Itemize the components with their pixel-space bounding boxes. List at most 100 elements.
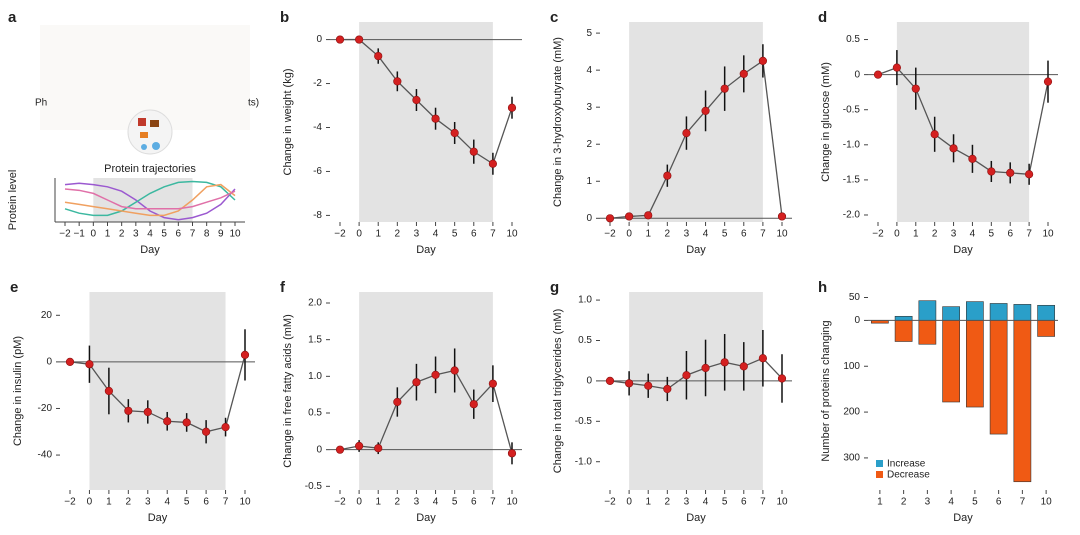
mean-point xyxy=(930,130,939,139)
mean-point xyxy=(469,400,478,409)
mean-point xyxy=(739,69,748,78)
mean-point xyxy=(682,129,691,138)
x-tick-label: 6 xyxy=(996,497,1002,508)
x-tick-label: 10 xyxy=(1042,229,1054,240)
mean-point xyxy=(104,386,113,396)
panel-label: g xyxy=(550,279,559,296)
x-tick-label: 2 xyxy=(119,229,125,240)
x-tick-label: 6 xyxy=(176,229,182,240)
y-tick-label: 0 xyxy=(854,315,860,326)
y-tick-label: 0 xyxy=(586,376,592,387)
y-tick-label: -6 xyxy=(313,166,322,177)
y-axis-label: Change in total triglycerides (mM) xyxy=(552,309,564,473)
y-axis-label: Change in insulin (pM) xyxy=(12,336,24,446)
y-tick-label: 0 xyxy=(46,357,52,368)
y-tick-label: 0 xyxy=(586,213,592,224)
x-tick-label: 3 xyxy=(414,229,420,240)
x-tick-label: −2 xyxy=(334,229,346,240)
mean-point xyxy=(221,423,230,432)
mean-point xyxy=(1043,77,1053,86)
x-axis-label: Day xyxy=(140,244,160,256)
bar xyxy=(1013,320,1032,483)
mean-point xyxy=(202,427,211,436)
x-tick-label: −2 xyxy=(334,497,346,508)
y-tick-label: 1.5 xyxy=(308,334,322,345)
x-tick-label: 0 xyxy=(894,229,900,240)
y-tick-label: 200 xyxy=(843,407,860,418)
mean-point xyxy=(507,449,517,458)
x-tick-label: 3 xyxy=(145,497,151,508)
y-tick-label: 5 xyxy=(586,28,592,39)
y-tick-label: 20 xyxy=(41,310,53,321)
bar xyxy=(966,320,984,408)
x-tick-label: 7 xyxy=(490,497,496,508)
x-tick-label: 8 xyxy=(204,229,210,240)
x-tick-label: −2 xyxy=(604,497,616,508)
legend-swatch xyxy=(876,471,883,478)
y-tick-label: -0.5 xyxy=(575,416,593,427)
mean-point xyxy=(949,144,958,153)
x-tick-label: 2 xyxy=(665,497,671,508)
mean-point xyxy=(85,360,94,369)
mean-point xyxy=(625,212,634,221)
x-tick-label: 4 xyxy=(703,229,709,240)
mean-point xyxy=(335,445,345,454)
y-tick-label: 0.5 xyxy=(308,408,322,419)
y-tick-label: 300 xyxy=(843,453,860,464)
icon-part xyxy=(141,144,147,150)
x-axis-label: Day xyxy=(416,244,436,256)
icon-part xyxy=(138,118,146,126)
y-tick-label: 50 xyxy=(849,292,861,303)
x-tick-label: 0 xyxy=(626,229,632,240)
mean-point xyxy=(644,381,653,390)
mean-point xyxy=(625,379,634,388)
x-tick-label: 5 xyxy=(452,497,458,508)
mean-point xyxy=(393,77,402,86)
x-tick-label: 0 xyxy=(356,229,362,240)
x-tick-label: 7 xyxy=(490,229,496,240)
y-tick-label: -2 xyxy=(313,78,322,89)
x-tick-label: 10 xyxy=(776,229,788,240)
panel-label: b xyxy=(280,9,289,26)
panel-label: h xyxy=(818,279,827,296)
x-tick-label: 6 xyxy=(471,229,477,240)
shaded-period xyxy=(359,22,493,222)
x-tick-label: 7 xyxy=(760,497,766,508)
mean-point xyxy=(987,167,996,176)
x-tick-label: 7 xyxy=(1020,497,1026,508)
mean-line xyxy=(609,59,783,219)
mean-point xyxy=(65,357,75,366)
x-axis-label: Day xyxy=(686,244,706,256)
y-tick-label: 0.5 xyxy=(846,34,860,45)
panel-title: Protein trajectories xyxy=(104,163,196,175)
mean-point xyxy=(374,444,383,453)
x-tick-label: 4 xyxy=(948,497,954,508)
x-tick-label: 1 xyxy=(106,497,112,508)
mean-point xyxy=(355,441,364,451)
x-tick-label: 10 xyxy=(1041,497,1053,508)
x-tick-label: −2 xyxy=(64,497,76,508)
y-tick-label: 0.5 xyxy=(578,335,592,346)
x-tick-label: 6 xyxy=(471,497,477,508)
y-tick-label: -0.5 xyxy=(843,104,861,115)
mean-point xyxy=(1006,168,1015,177)
x-tick-label: 1 xyxy=(105,229,111,240)
mean-point xyxy=(739,362,748,371)
y-tick-label: -1.0 xyxy=(575,456,593,467)
mean-point xyxy=(335,35,345,44)
x-tick-label: 6 xyxy=(741,497,747,508)
x-tick-label: −1 xyxy=(73,229,85,240)
y-axis-label: Change in glucose (mM) xyxy=(820,62,832,182)
mean-point xyxy=(393,397,402,407)
shaded-period xyxy=(896,22,1030,222)
y-tick-label: 2.0 xyxy=(308,298,322,309)
mean-point xyxy=(682,371,691,380)
x-tick-label: 2 xyxy=(901,497,907,508)
x-tick-label: 3 xyxy=(925,497,931,508)
bar xyxy=(989,320,1008,435)
annotation: Ph xyxy=(35,98,47,109)
y-axis-label: Number of proteins changing xyxy=(820,320,832,461)
mean-point xyxy=(182,418,191,427)
x-tick-label: 1 xyxy=(375,497,381,508)
y-axis-label: Change in free fatty acids (mM) xyxy=(282,314,294,467)
